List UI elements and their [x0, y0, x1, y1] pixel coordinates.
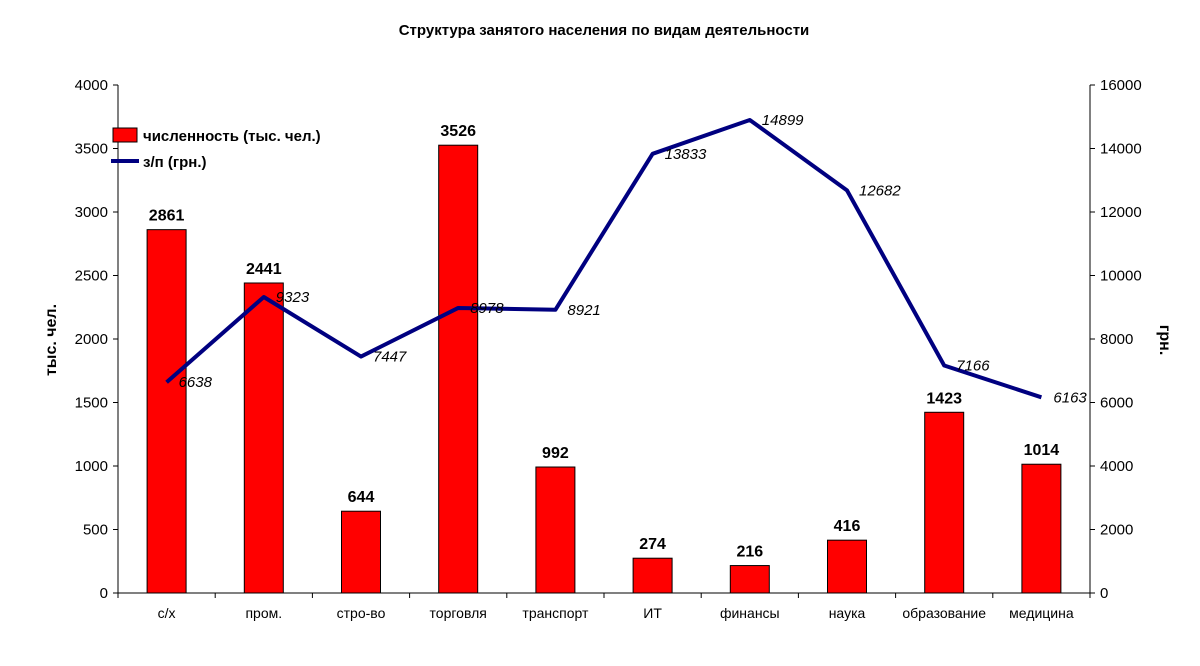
bar-data-label: 992: [542, 445, 569, 462]
bar: [243, 282, 284, 594]
y-tick-label: 3000: [75, 204, 108, 221]
line-data-label: 7166: [956, 357, 990, 374]
line-data-label: 6163: [1053, 389, 1087, 406]
y-tick-label: 3500: [75, 141, 108, 158]
chart-title: Структура занятого населения по видам де…: [399, 22, 810, 39]
bar: [827, 539, 867, 594]
y-axis-title: тыс. чел.: [43, 304, 60, 376]
y2-tick-label: 12000: [1100, 204, 1142, 221]
line-data-label: 12682: [859, 182, 901, 199]
bar-data-label: 216: [736, 544, 763, 561]
line-data-label: 6638: [179, 374, 213, 391]
line-data-label: 7447: [373, 349, 407, 366]
y-tick-label: 1000: [75, 458, 108, 475]
bar-data-label: 2861: [149, 208, 185, 225]
legend: численность (тыс. чел.) з/п (грн.): [111, 127, 321, 171]
y2-tick-label: 0: [1100, 585, 1108, 602]
series-line: [165, 117, 1043, 400]
bar-data-label: 644: [348, 489, 375, 506]
x-tick-label: финансы: [720, 605, 780, 621]
y2-tick-label: 2000: [1100, 522, 1133, 539]
y2-tick-label: 6000: [1100, 395, 1133, 412]
y-tick-label: 4000: [75, 77, 108, 94]
bar: [341, 510, 381, 594]
bar-data-label: 1423: [926, 390, 962, 407]
x-tick-label: транспорт: [522, 605, 589, 621]
x-tick-label: наука: [829, 605, 866, 621]
y2-axis-title: грн.: [1156, 325, 1173, 356]
bar-data-label: 274: [639, 536, 666, 553]
bar: [632, 557, 673, 594]
y2-tick-label: 14000: [1100, 141, 1142, 158]
legend-label-bars: численность (тыс. чел.): [143, 128, 321, 145]
bar: [1021, 463, 1062, 594]
legend-label-line: з/п (грн.): [143, 154, 206, 171]
y2-tick-label: 8000: [1100, 331, 1133, 348]
bar-data-label: 1014: [1024, 442, 1060, 459]
y-tick-label: 2000: [75, 331, 108, 348]
y2-tick-label: 4000: [1100, 458, 1133, 475]
x-tick-label: образование: [902, 605, 986, 621]
y2-tick-label: 10000: [1100, 268, 1142, 285]
x-tick-label: ИТ: [643, 605, 662, 621]
line-data-label: 8921: [567, 302, 600, 319]
x-tick-label: медицина: [1009, 605, 1074, 621]
line-data-label: 8978: [470, 300, 504, 317]
x-tick-label: с/х: [158, 605, 176, 621]
y2-tick-label: 16000: [1100, 77, 1142, 94]
x-tick-label: пром.: [245, 605, 282, 621]
y-tick-label: 1500: [75, 395, 108, 412]
x-tick-label: торговля: [430, 605, 487, 621]
bar: [535, 466, 576, 594]
bar-data-label: 2441: [246, 261, 282, 278]
y-tick-label: 500: [83, 522, 108, 539]
bar: [924, 411, 965, 594]
bar-data-label: 3526: [440, 123, 476, 140]
line-data-label: 9323: [276, 289, 310, 306]
legend-swatch-bars: [112, 127, 138, 143]
line-data-label: 13833: [665, 146, 707, 163]
bar: [146, 229, 187, 594]
line-data-label: 14899: [762, 112, 804, 129]
bar: [438, 144, 479, 594]
y-tick-label: 2500: [75, 268, 108, 285]
bar: [729, 565, 770, 594]
x-tick-label: стро-во: [337, 605, 386, 621]
bar-data-label: 416: [834, 518, 861, 535]
y-tick-label: 0: [100, 585, 108, 602]
